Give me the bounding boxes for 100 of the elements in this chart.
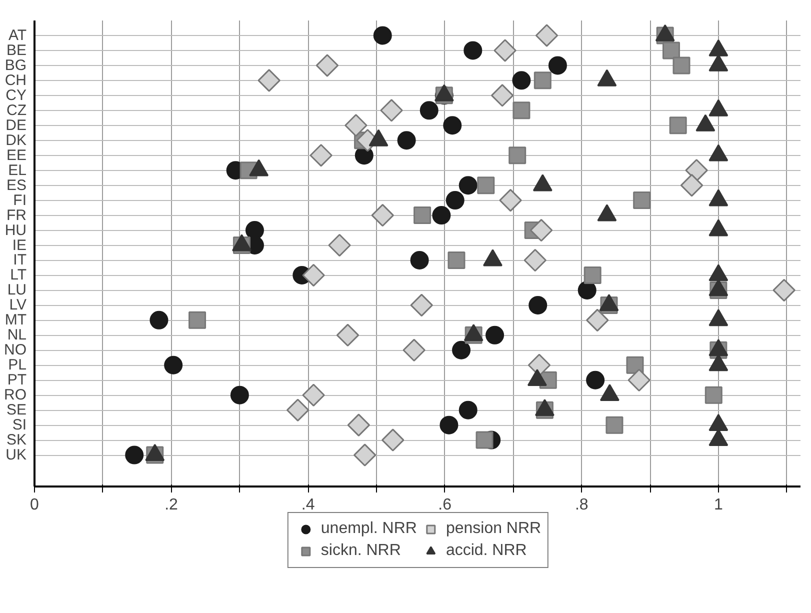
point: [344, 114, 368, 137]
point: [373, 26, 392, 45]
point: [669, 116, 687, 134]
point: [440, 416, 458, 434]
point: [382, 428, 404, 452]
point: [464, 41, 482, 60]
point: [336, 324, 360, 347]
point: [586, 370, 605, 390]
y-tick-label: UK: [6, 446, 27, 464]
point: [245, 221, 264, 240]
point: [528, 296, 548, 314]
x-tick-label: 1: [714, 496, 723, 514]
y-tick-label: PL: [8, 356, 27, 374]
point: [586, 308, 609, 332]
point: [490, 84, 514, 107]
point: [528, 354, 551, 376]
point: [402, 338, 426, 362]
point: [150, 310, 168, 330]
point: [443, 116, 462, 135]
point: [534, 72, 552, 90]
point: [188, 311, 206, 329]
point: [512, 102, 530, 120]
point: [414, 206, 432, 224]
point: [380, 99, 403, 122]
y-tick-label: DK: [6, 132, 27, 149]
point: [578, 280, 596, 300]
point: [432, 206, 451, 225]
y-tick-label: HU: [4, 222, 27, 239]
y-tick-label: IT: [13, 252, 27, 269]
legend-label: pension NRR: [446, 520, 542, 538]
y-tick-label: SI: [12, 416, 27, 434]
point: [512, 71, 531, 90]
point: [286, 398, 310, 422]
y-tick-label: CH: [4, 72, 27, 89]
y-tick-label: IE: [12, 236, 27, 254]
x-tick-label: 0: [30, 496, 40, 514]
point: [446, 191, 464, 210]
point: [494, 39, 516, 62]
point: [680, 174, 704, 197]
y-tick-label: SE: [6, 402, 27, 419]
point: [310, 144, 332, 167]
point: [772, 278, 796, 302]
point: [524, 248, 546, 272]
point: [164, 356, 183, 374]
point: [626, 356, 644, 374]
point: [606, 416, 624, 434]
point: [548, 56, 567, 75]
point: [448, 251, 466, 269]
point: [633, 192, 651, 210]
point: [685, 158, 708, 182]
y-tick-label: SK: [6, 432, 27, 449]
point: [258, 69, 280, 92]
y-tick-label: DE: [6, 116, 27, 134]
point: [316, 54, 339, 77]
point: [486, 326, 504, 344]
point: [452, 340, 471, 360]
point: [410, 294, 433, 317]
point: [458, 176, 478, 195]
x-tick-label: .2: [164, 496, 178, 514]
point: [508, 146, 526, 164]
x-tick-label: .4: [301, 496, 315, 514]
point: [530, 218, 553, 242]
y-tick-label: BG: [4, 56, 27, 74]
legend-label: accid. NRR: [446, 542, 527, 560]
y-tick-label: BE: [6, 42, 27, 59]
point: [125, 446, 144, 464]
y-tick-label: MT: [4, 312, 27, 329]
point: [584, 266, 602, 284]
y-tick-label: ES: [6, 176, 27, 194]
point: [420, 101, 438, 120]
point: [353, 444, 376, 466]
y-tick-label: RO: [4, 386, 26, 404]
point: [628, 368, 650, 392]
point: [410, 251, 429, 270]
point: [302, 384, 325, 406]
point: [535, 24, 558, 47]
point: [476, 431, 494, 449]
y-tick-label: LV: [9, 296, 26, 314]
point: [328, 234, 351, 257]
legend-label: sickn. NRR: [320, 542, 401, 560]
y-tick-label: NL: [7, 326, 27, 344]
point: [662, 42, 680, 60]
point: [230, 386, 249, 404]
point: [477, 176, 495, 194]
point: [672, 56, 690, 74]
y-tick-label: AT: [8, 26, 27, 44]
point: [302, 264, 325, 287]
y-tick-label: NO: [4, 342, 26, 359]
legend-label: unempl. NRR: [320, 520, 417, 538]
y-tick-label: FI: [13, 192, 27, 209]
y-tick-label: EE: [6, 146, 27, 164]
x-tick-label: .8: [574, 496, 588, 514]
point: [397, 131, 416, 150]
point: [458, 400, 478, 420]
y-tick-label: LU: [7, 282, 27, 299]
y-tick-label: CZ: [6, 102, 27, 119]
y-tick-label: LT: [10, 266, 27, 284]
point: [499, 188, 522, 212]
point: [704, 386, 722, 404]
y-tick-label: CY: [6, 86, 27, 104]
